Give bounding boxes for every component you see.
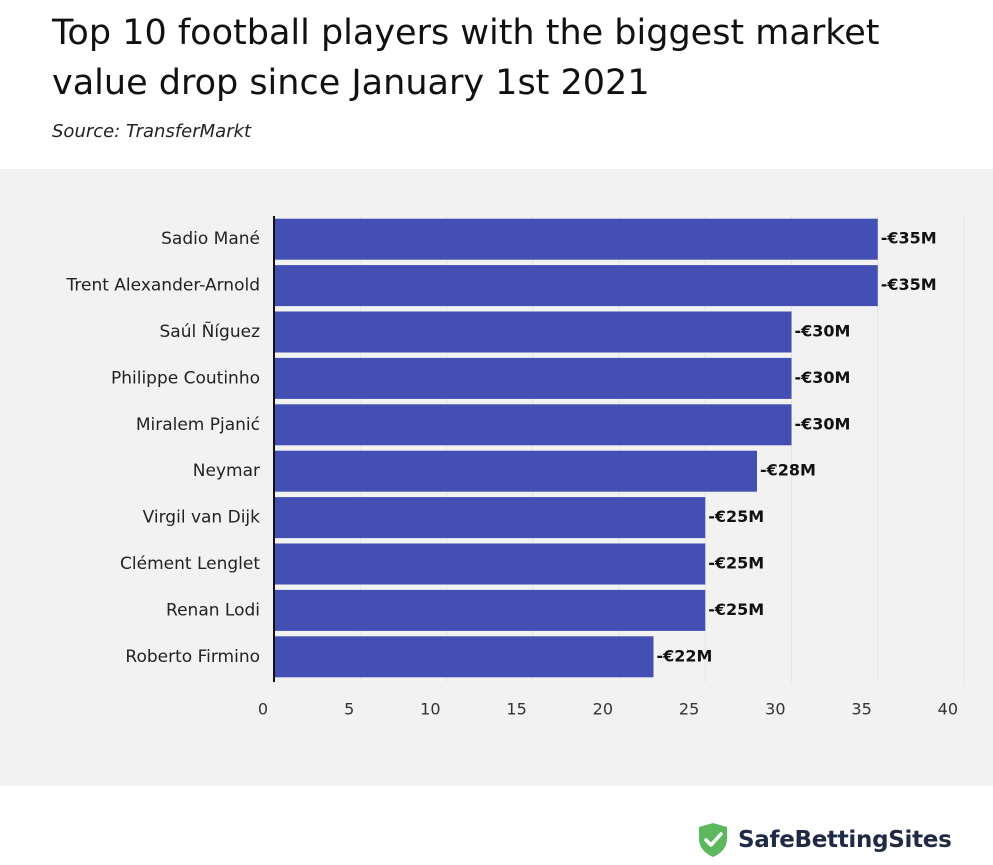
bar xyxy=(274,589,706,631)
bar xyxy=(274,357,792,399)
bar xyxy=(274,404,792,446)
bar xyxy=(274,543,706,585)
data-label: -€30M xyxy=(795,414,851,433)
x-tick-label: 30 xyxy=(765,700,785,719)
bar xyxy=(274,265,878,307)
data-label: -€28M xyxy=(760,461,816,480)
x-tick-label: 25 xyxy=(679,700,699,719)
bar-chart: Sadio Mané -€35M Trent Alexander-Arnold -€3… xyxy=(66,216,965,719)
x-tick-label: 40 xyxy=(938,700,958,719)
bar xyxy=(274,497,706,539)
chart-title: Top 10 football players with the biggest… xyxy=(52,13,880,103)
x-tick-label: 35 xyxy=(851,700,871,719)
bar xyxy=(274,311,792,353)
shield-check-icon xyxy=(699,823,727,857)
bar xyxy=(274,450,757,492)
chart-panel: Sadio Mané -€35M Trent Alexander-Arnold -€3… xyxy=(0,169,993,786)
data-label: -€35M xyxy=(881,275,937,294)
x-tick-label: 15 xyxy=(506,700,526,719)
data-label: -€25M xyxy=(708,554,764,573)
brand-name: SafeBettingSites xyxy=(738,827,952,853)
source-note: Source: TransferMarkt xyxy=(52,121,252,142)
category-label: Miralem Pjanić xyxy=(136,415,260,435)
x-tick-label: 20 xyxy=(593,700,613,719)
category-label: Neymar xyxy=(193,461,260,481)
data-label: -€30M xyxy=(795,322,851,341)
data-label: -€35M xyxy=(881,229,937,248)
x-tick-label: 10 xyxy=(420,700,440,719)
category-label: Renan Lodi xyxy=(166,600,260,620)
category-label: Saúl Ñíguez xyxy=(160,320,261,342)
brand-logo: SafeBettingSites xyxy=(698,820,952,860)
data-label: -€30M xyxy=(795,368,851,387)
data-label: -€22M xyxy=(657,646,713,665)
x-tick-label: 0 xyxy=(258,700,268,719)
bar xyxy=(274,636,654,678)
category-label: Virgil van Dijk xyxy=(143,508,261,528)
category-label: Clément Lenglet xyxy=(120,554,260,574)
category-label: Roberto Firmino xyxy=(125,647,260,667)
category-label: Sadio Mané xyxy=(161,229,260,249)
data-label: -€25M xyxy=(708,507,764,526)
data-label: -€25M xyxy=(708,600,764,619)
category-label: Philippe Coutinho xyxy=(111,368,260,388)
category-label: Trent Alexander-Arnold xyxy=(66,276,261,296)
x-tick-label: 5 xyxy=(344,700,354,719)
bar xyxy=(274,218,878,260)
